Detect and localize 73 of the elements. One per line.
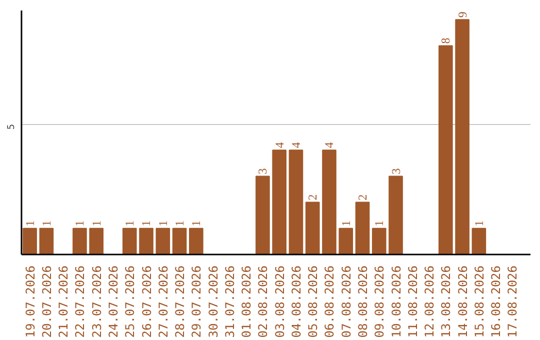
x-tick-label: 14.08.2026: [456, 265, 470, 338]
x-tick-label: 09.08.2026: [372, 265, 387, 338]
bar: [272, 150, 286, 254]
x-tick-label: 25.07.2026: [123, 265, 138, 338]
bar: [22, 228, 37, 254]
bar: [372, 228, 386, 254]
x-tick-label: 11.08.2026: [406, 265, 420, 338]
x-tick-label: 15.08.2026: [472, 265, 486, 338]
x-tick-label: 24.07.2026: [106, 265, 120, 338]
data-label: 2: [355, 194, 370, 200]
x-tick-label: 05.08.2026: [306, 265, 320, 338]
y-tick-label: 5: [6, 124, 17, 130]
bar: [322, 150, 336, 254]
data-label: 1: [156, 220, 170, 226]
data-label: 1: [139, 220, 154, 226]
x-tick-label: 29.07.2026: [190, 265, 204, 338]
data-label: 1: [472, 220, 486, 226]
x-tick-label: 07.08.2026: [339, 265, 354, 338]
x-tick-label: 28.07.2026: [173, 265, 188, 338]
x-tick-label: 31.07.2026: [222, 265, 237, 338]
data-label: 1: [122, 220, 137, 226]
x-tick-label: 20.07.2026: [40, 265, 54, 338]
data-label: 4: [272, 142, 286, 148]
data-label: 1: [89, 220, 104, 226]
bar: [256, 176, 270, 254]
data-label: 3: [256, 168, 270, 174]
x-tick-label: 26.07.2026: [140, 265, 154, 338]
bar: [122, 228, 137, 254]
x-tick-label: 16.08.2026: [489, 265, 504, 338]
x-tick-label: 03.08.2026: [272, 265, 287, 338]
x-tick-label: 10.08.2026: [389, 265, 404, 338]
data-label: 1: [189, 220, 204, 226]
bar: [89, 228, 104, 254]
bar: [139, 228, 154, 254]
bar: [355, 202, 370, 254]
data-label: 1: [39, 220, 54, 226]
data-label: 3: [388, 168, 403, 174]
x-tick-label: 23.07.2026: [90, 265, 104, 338]
bar: [338, 228, 354, 254]
x-tick-label: 08.08.2026: [356, 265, 370, 338]
bar: [388, 176, 403, 254]
bar: [39, 228, 54, 254]
x-tick-label: 21.07.2026: [56, 265, 71, 338]
x-tick-label: 27.07.2026: [156, 265, 170, 338]
x-tick-label: 01.08.2026: [240, 265, 254, 338]
x-tick-label: 06.08.2026: [322, 265, 337, 338]
bar: [72, 228, 87, 254]
data-label: 8: [438, 38, 453, 44]
data-label: 1: [72, 220, 87, 226]
bar: [305, 202, 320, 254]
x-tick-label: 19.07.2026: [23, 265, 38, 338]
x-tick-label: 13.08.2026: [439, 265, 454, 338]
x-tick-label: 22.07.2026: [73, 265, 88, 338]
data-label: 1: [372, 220, 386, 226]
data-label: 1: [338, 220, 353, 226]
data-label: 1: [172, 220, 187, 226]
data-label: 2: [306, 194, 320, 200]
data-label: 1: [22, 220, 37, 226]
x-tick-label: 02.08.2026: [256, 265, 270, 338]
bar: [288, 150, 304, 254]
x-tick-label: 30.07.2026: [206, 265, 220, 338]
x-tick-label: 04.08.2026: [289, 265, 304, 338]
data-label: 9: [455, 12, 470, 18]
data-label: 4: [322, 142, 336, 148]
x-tick-label: 17.08.2026: [506, 265, 520, 338]
bar: [189, 228, 204, 254]
bar: [156, 228, 170, 254]
bar: [472, 228, 486, 254]
x-tick-label: 12.08.2026: [422, 265, 437, 338]
bar: [455, 19, 470, 254]
bar: [172, 228, 187, 254]
bar: [438, 45, 453, 254]
data-label: 4: [288, 142, 303, 148]
